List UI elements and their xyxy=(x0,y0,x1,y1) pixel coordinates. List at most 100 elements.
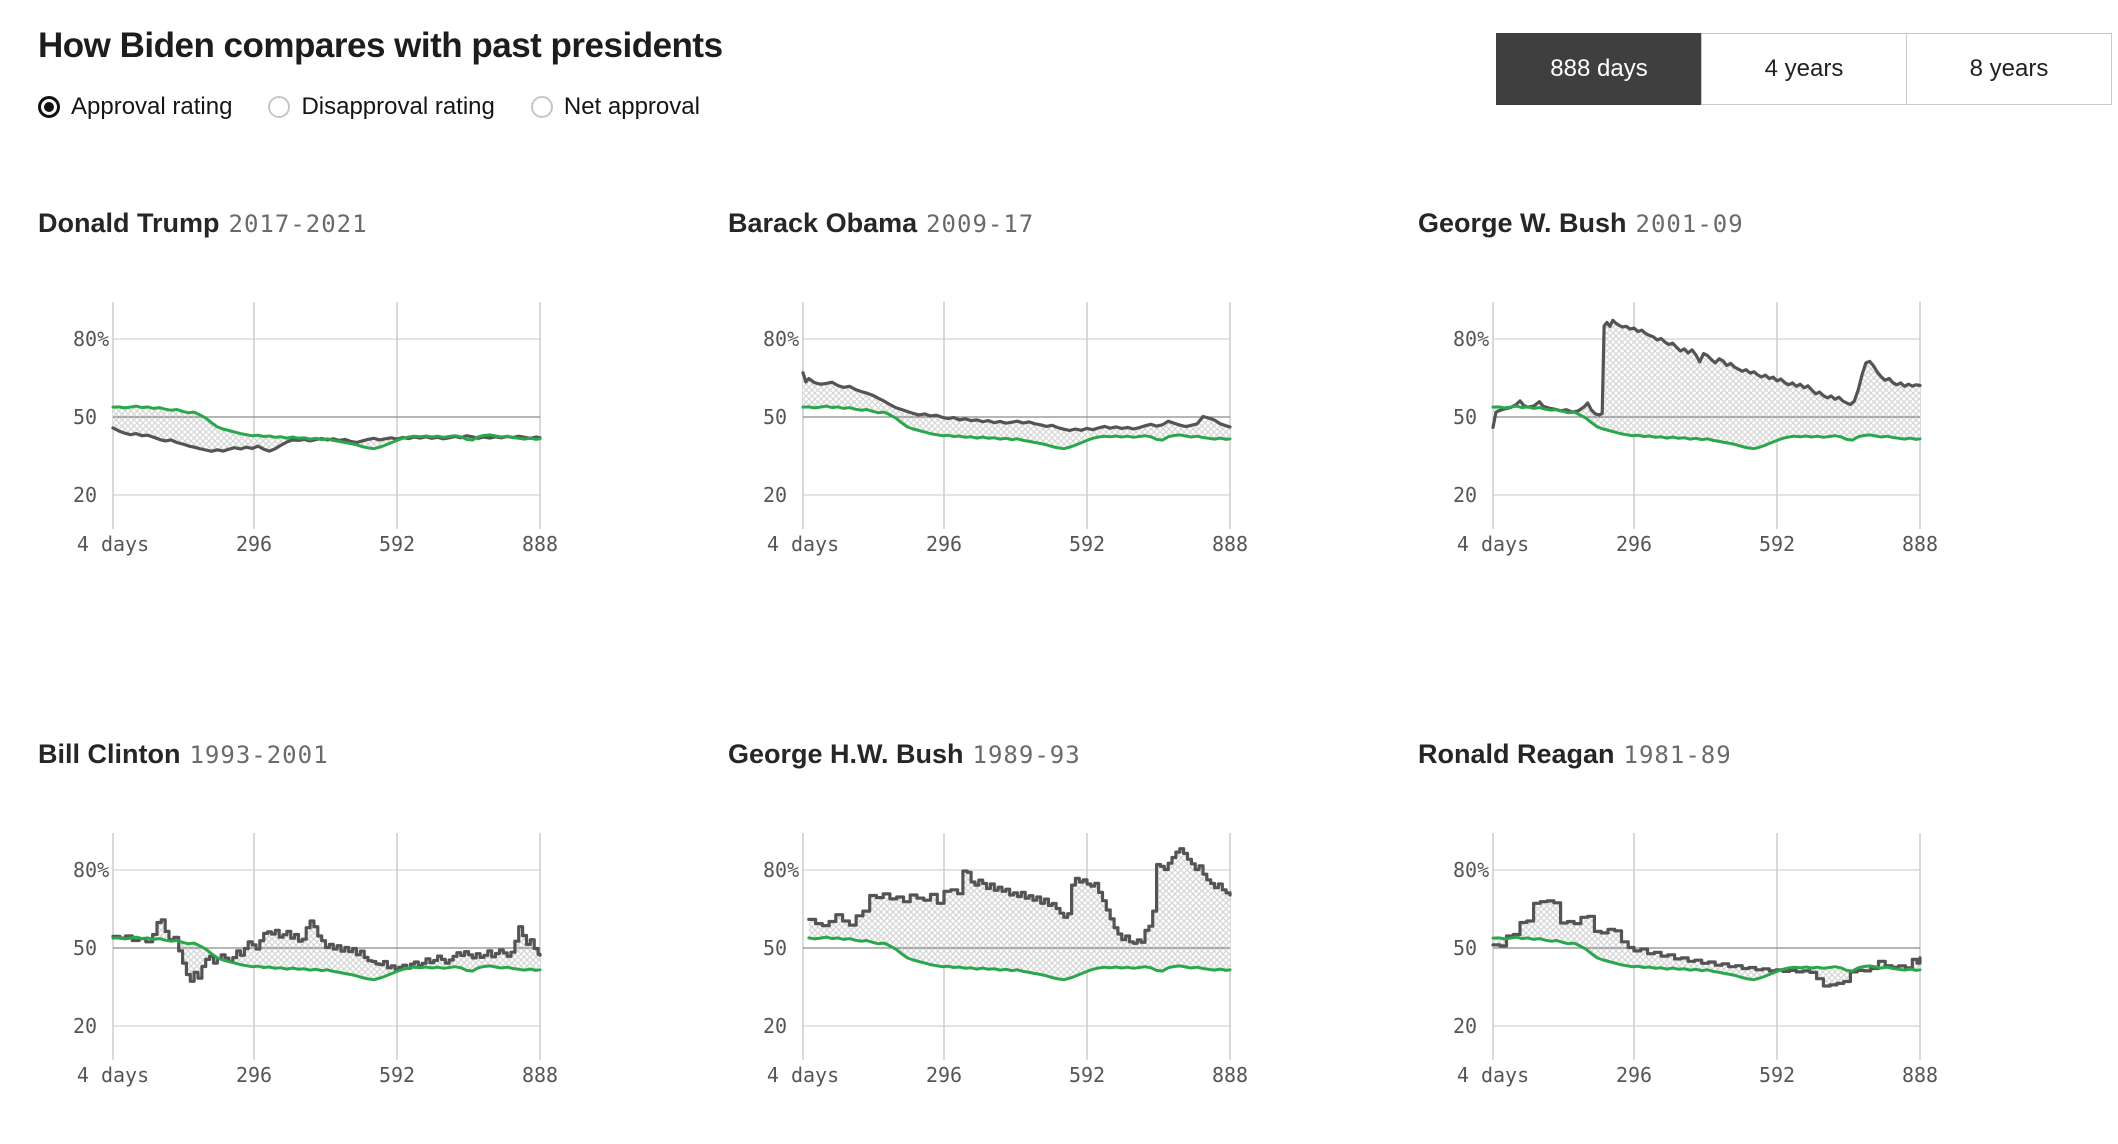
range-button-888-days[interactable]: 888 days xyxy=(1496,33,1702,105)
x-tick-label: 592 xyxy=(379,532,415,556)
page: How Biden compares with past presidents … xyxy=(38,26,2118,1100)
chart-title: Bill Clinton 1993-2001 xyxy=(38,736,598,773)
president-years: 1989-93 xyxy=(972,741,1081,769)
chart-cell: Bill Clinton 1993-2001 80% 50 20 4 days 296 592… xyxy=(38,736,598,1100)
chart-title: Barack Obama 2009-17 xyxy=(728,205,1288,242)
y-tick-label: 20 xyxy=(763,1014,787,1038)
chart-cell: George W. Bush 2001-09 80% 50 20 4 days 296 592… xyxy=(1418,205,1978,569)
approval-chart: 80% 50 20 4 days 296 592 888 xyxy=(763,833,1248,1087)
radio-label: Net approval xyxy=(563,93,700,120)
gap-fill xyxy=(808,848,1230,980)
x-tick-label: 296 xyxy=(1616,1063,1652,1087)
range-button-4-years[interactable]: 4 years xyxy=(1701,33,1907,105)
chart-plot: 80% 50 20 4 days 296 592 888 xyxy=(728,825,1288,1100)
y-tick-label: 20 xyxy=(1453,1014,1477,1038)
x-tick-label: 888 xyxy=(522,532,558,556)
x-tick-label: 296 xyxy=(926,532,962,556)
chart-cell: George H.W. Bush 1989-93 80% 50 20 4 days 296 5… xyxy=(728,736,1288,1100)
chart-plot: 80% 50 20 4 days 296 592 888 xyxy=(728,294,1288,569)
x-tick-label: 296 xyxy=(1616,532,1652,556)
gap-fill xyxy=(113,406,540,452)
x-tick-label: 4 days xyxy=(767,1063,839,1087)
x-tick-label: 296 xyxy=(236,1063,272,1087)
approval-chart: 80% 50 20 4 days 296 592 888 xyxy=(73,833,558,1087)
y-tick-label: 20 xyxy=(763,483,787,507)
president-years: 2009-17 xyxy=(926,210,1035,238)
y-tick-label: 50 xyxy=(1453,936,1477,960)
president-name: Donald Trump xyxy=(38,208,220,238)
x-tick-label: 296 xyxy=(926,1063,962,1087)
metric-radio-group: Approval rating Disapproval rating Net app… xyxy=(38,93,2118,121)
chart-cell: Barack Obama 2009-17 80% 50 20 4 days 296 592 88… xyxy=(728,205,1288,569)
x-tick-label: 592 xyxy=(1069,532,1105,556)
biden-line xyxy=(1491,404,1922,451)
president-years: 1981-89 xyxy=(1623,741,1732,769)
y-tick-label: 20 xyxy=(1453,483,1477,507)
biden-line xyxy=(111,935,542,982)
range-button-group: 888 days 4 years 8 years xyxy=(1496,33,2112,105)
chart-plot: 80% 50 20 4 days 296 592 888 xyxy=(1418,294,1978,569)
metric-radio-disapproval-rating[interactable]: Disapproval rating xyxy=(268,93,495,121)
y-tick-label: 50 xyxy=(763,936,787,960)
president-line xyxy=(801,371,1232,433)
chart-plot: 80% 50 20 4 days 296 592 888 xyxy=(38,294,598,569)
biden-line xyxy=(1491,935,1922,982)
y-tick-label: 50 xyxy=(73,936,97,960)
president-name: Ronald Reagan xyxy=(1418,739,1615,769)
radio-unselected-icon[interactable] xyxy=(268,96,291,118)
radio-dot xyxy=(44,102,54,112)
x-tick-label: 592 xyxy=(1069,1063,1105,1087)
gap-fill xyxy=(1493,320,1920,449)
president-line xyxy=(807,847,1232,945)
y-tick-label: 80% xyxy=(763,327,799,351)
y-tick-label: 80% xyxy=(73,327,109,351)
radio-label: Approval rating xyxy=(71,93,233,120)
x-tick-label: 888 xyxy=(1902,1063,1938,1087)
metric-radio-approval-rating[interactable]: Approval rating xyxy=(38,93,232,121)
x-tick-label: 4 days xyxy=(1457,532,1529,556)
president-years: 1993-2001 xyxy=(189,741,329,769)
x-tick-label: 888 xyxy=(1212,532,1248,556)
approval-chart: 80% 50 20 4 days 296 592 888 xyxy=(763,302,1248,556)
y-tick-label: 50 xyxy=(1453,405,1477,429)
chart-title: George H.W. Bush 1989-93 xyxy=(728,736,1288,773)
chart-cell: Ronald Reagan 1981-89 80% 50 20 4 days 296 592 8… xyxy=(1418,736,1978,1100)
metric-radio-net-approval[interactable]: Net approval xyxy=(530,93,700,121)
chart-plot: 80% 50 20 4 days 296 592 888 xyxy=(38,825,598,1100)
x-tick-label: 4 days xyxy=(77,532,149,556)
x-tick-label: 592 xyxy=(1759,532,1795,556)
chart-cell: Donald Trump 2017-2021 80% 50 20 4 days 296 592… xyxy=(38,205,598,569)
radio-label: Disapproval rating xyxy=(301,93,495,120)
gap-fill xyxy=(113,919,540,982)
charts-grid: Donald Trump 2017-2021 80% 50 20 4 days 296 592… xyxy=(38,205,2118,1100)
president-line xyxy=(1491,899,1922,988)
chart-title: George W. Bush 2001-09 xyxy=(1418,205,1978,242)
biden-line xyxy=(801,404,1232,451)
president-name: George H.W. Bush xyxy=(728,739,964,769)
x-tick-label: 4 days xyxy=(1457,1063,1529,1087)
approval-chart: 80% 50 20 4 days 296 592 888 xyxy=(1453,833,1938,1087)
y-tick-label: 80% xyxy=(763,858,799,882)
x-tick-label: 888 xyxy=(1212,1063,1248,1087)
range-button-8-years[interactable]: 8 years xyxy=(1906,33,2112,105)
y-tick-label: 20 xyxy=(73,483,97,507)
y-tick-label: 80% xyxy=(1453,858,1489,882)
president-name: George W. Bush xyxy=(1418,208,1627,238)
header: How Biden compares with past presidents … xyxy=(38,26,2118,121)
x-tick-label: 888 xyxy=(522,1063,558,1087)
x-tick-label: 4 days xyxy=(77,1063,149,1087)
biden-line xyxy=(807,935,1232,982)
president-line xyxy=(1491,318,1922,429)
y-tick-label: 50 xyxy=(73,405,97,429)
x-tick-label: 592 xyxy=(379,1063,415,1087)
x-tick-label: 888 xyxy=(1902,532,1938,556)
y-tick-label: 80% xyxy=(1453,327,1489,351)
biden-line xyxy=(111,404,542,451)
president-line xyxy=(111,918,542,983)
radio-selected-icon[interactable] xyxy=(38,96,60,118)
chart-title: Ronald Reagan 1981-89 xyxy=(1418,736,1978,773)
radio-unselected-icon[interactable] xyxy=(530,96,553,118)
approval-chart: 80% 50 20 4 days 296 592 888 xyxy=(73,302,558,556)
y-tick-label: 20 xyxy=(73,1014,97,1038)
x-tick-label: 4 days xyxy=(767,532,839,556)
